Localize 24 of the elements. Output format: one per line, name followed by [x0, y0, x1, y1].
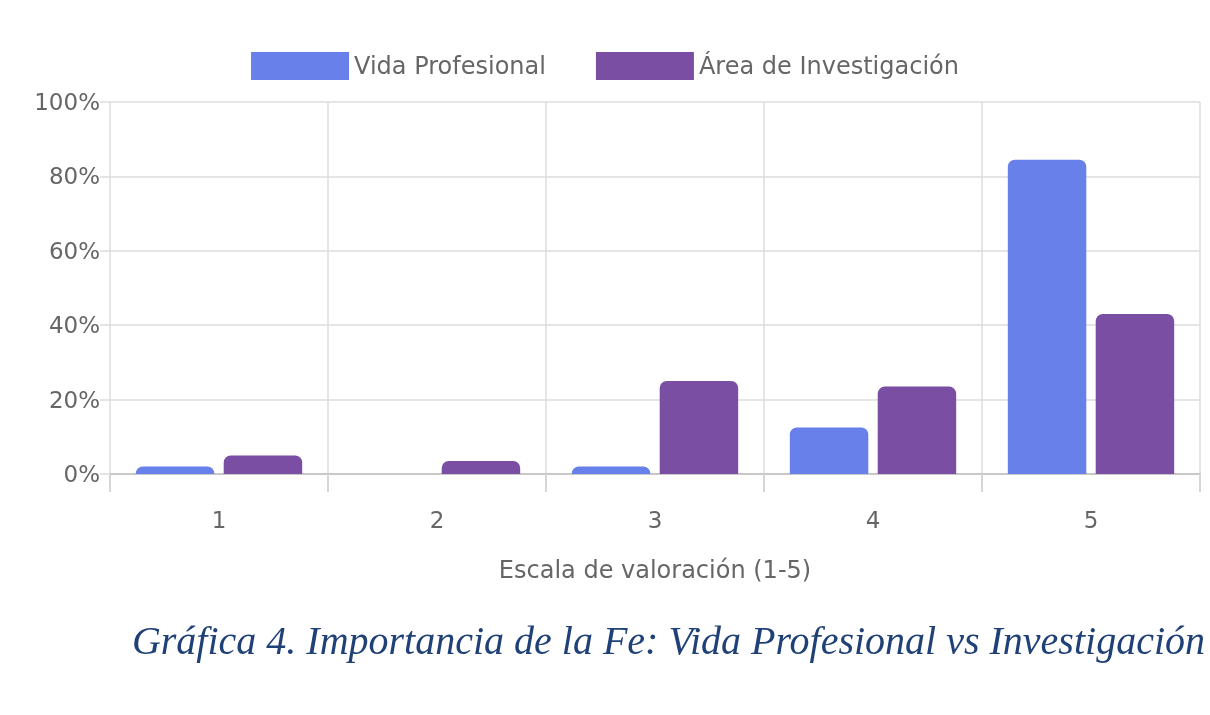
bar [1007, 159, 1087, 474]
x-tick-label: 2 [429, 506, 445, 533]
x-axis-title: Escala de valoración (1-5) [498, 556, 812, 584]
x-tick-label: 1 [211, 506, 227, 533]
legend-label: Vida Profesional [354, 52, 546, 80]
x-tick-label: 5 [1083, 506, 1099, 533]
y-tick-label: 60% [48, 237, 100, 264]
x-tick-label: 3 [647, 506, 663, 533]
bar [1095, 314, 1175, 474]
x-tick-label: 4 [865, 506, 881, 533]
bar [789, 427, 869, 474]
y-tick-label: 80% [48, 163, 100, 190]
text: Gráfica 4. Importancia de la Fe: Vida Profesional vs Investigación [131, 617, 1205, 663]
y-tick-label: 0% [63, 461, 100, 487]
bar [223, 455, 303, 474]
bar [441, 460, 521, 474]
bar [659, 381, 739, 474]
y-tick-label: 100% [34, 89, 100, 115]
y-tick-label: 40% [48, 312, 100, 339]
bar [135, 466, 215, 474]
y-tick-label: 20% [48, 386, 100, 413]
legend-label: Área de Investigación [698, 51, 959, 80]
bar [877, 386, 957, 474]
bar [571, 466, 651, 474]
